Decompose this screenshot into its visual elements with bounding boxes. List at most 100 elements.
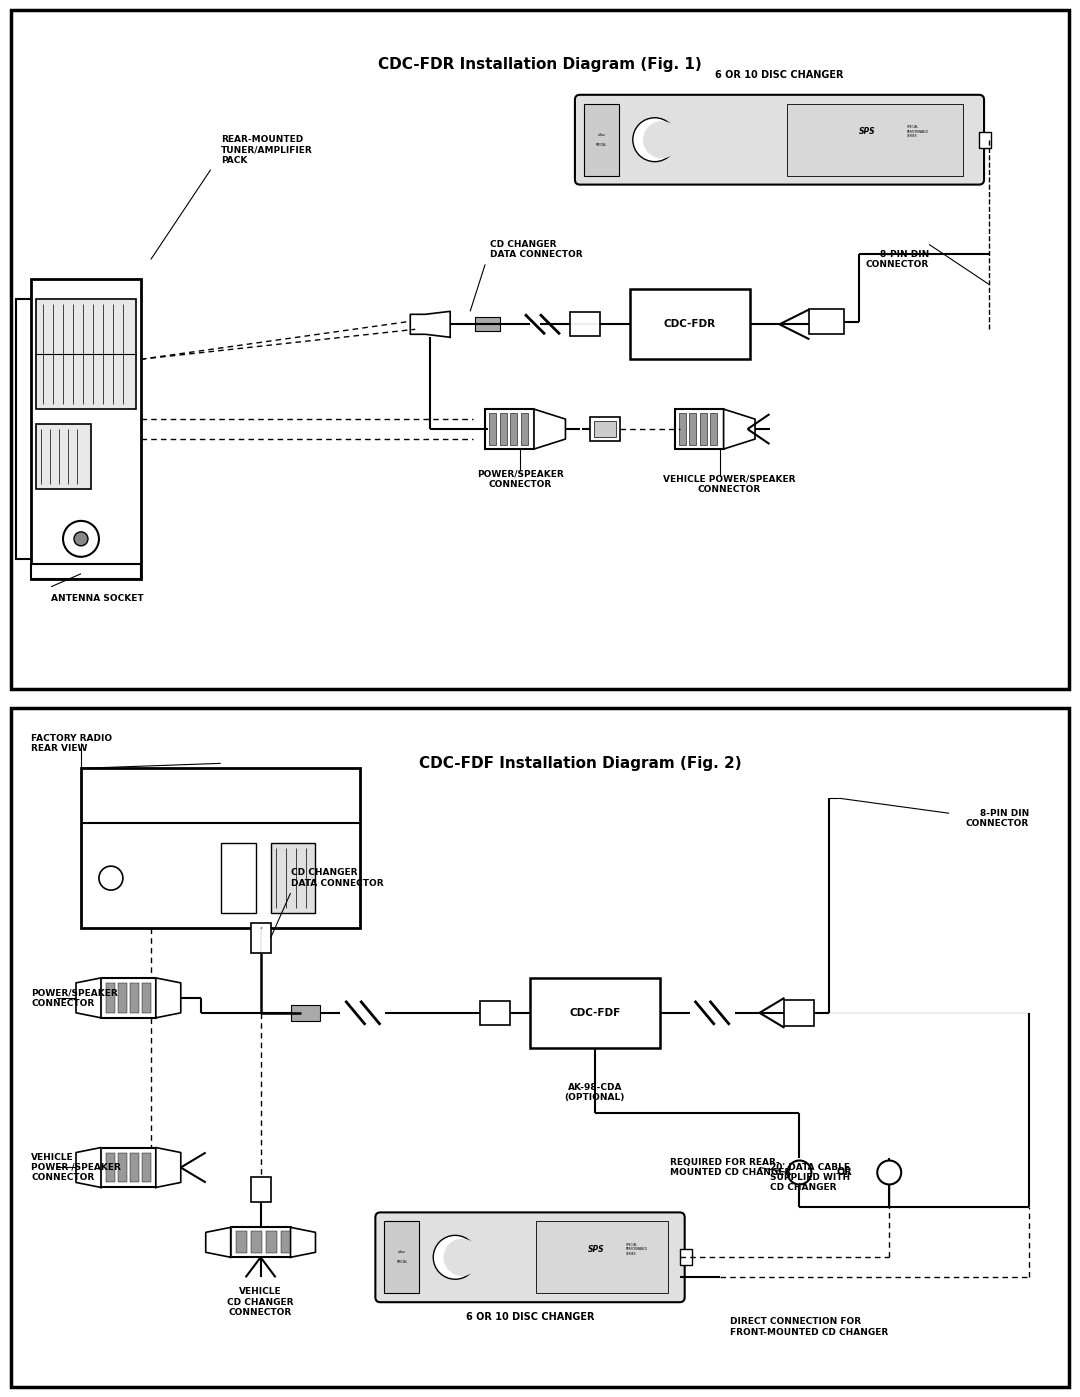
Bar [220,844,256,914]
Bar [485,409,534,448]
Text: SPECIAL
PERFORMANCE
SERIES: SPECIAL PERFORMANCE SERIES [907,126,929,138]
Circle shape [75,532,87,546]
Circle shape [787,1161,811,1185]
Bar [291,1004,321,1021]
Text: CD CHANGER
DATA CONNECTOR: CD CHANGER DATA CONNECTOR [291,869,383,888]
Polygon shape [205,1228,231,1257]
Bar [570,313,599,337]
Bar [510,414,517,446]
Polygon shape [76,1147,100,1187]
Bar [630,289,750,359]
Circle shape [877,1161,901,1185]
Bar [281,1231,292,1253]
Bar [416,317,441,331]
Circle shape [643,122,680,158]
Text: CDC-FDF Installation Diagram (Fig. 2): CDC-FDF Installation Diagram (Fig. 2) [419,756,741,771]
FancyBboxPatch shape [575,95,984,184]
Text: CDC-FDF: CDC-FDF [569,1007,621,1018]
Bar [700,414,706,446]
Bar [689,414,697,446]
Bar [521,414,527,446]
Circle shape [633,117,677,162]
FancyBboxPatch shape [376,1213,685,1302]
Text: VEHICLE
POWER /SPEAKER
CONNECTOR: VEHICLE POWER /SPEAKER CONNECTOR [31,1153,121,1182]
Bar [118,983,126,1013]
Bar [711,414,717,446]
Text: 20' DATA CABLE
SUPPLIED WITH
CD CHANGER: 20' DATA CABLE SUPPLIED WITH CD CHANGER [770,1162,850,1193]
Text: REQUIRED FOR REAR-
MOUNTED CD CHANGER: REQUIRED FOR REAR- MOUNTED CD CHANGER [670,1158,791,1178]
Text: disc: disc [598,133,606,137]
Text: 6 OR 10 DISC CHANGER: 6 OR 10 DISC CHANGER [715,70,843,80]
Circle shape [433,1235,477,1280]
Circle shape [444,1239,481,1275]
Text: CDC-FDR Installation Diagram (Fig. 1): CDC-FDR Installation Diagram (Fig. 1) [378,57,702,73]
Text: POWER/SPEAKER
CONNECTOR: POWER/SPEAKER CONNECTOR [31,988,118,1007]
Bar [590,418,620,441]
Bar [106,983,114,1013]
Bar [106,1153,114,1182]
Polygon shape [410,312,450,337]
Circle shape [99,866,123,890]
Circle shape [63,521,99,557]
Text: CD CHANGER
DATA CONNECTOR: CD CHANGER DATA CONNECTOR [490,240,583,260]
Bar [475,317,500,331]
Polygon shape [724,409,755,448]
Bar [118,1153,126,1182]
Bar [130,1153,139,1182]
Bar [481,1000,510,1025]
Text: OR: OR [837,1168,852,1178]
Text: SPECIAL: SPECIAL [596,142,607,147]
Bar [784,1000,814,1025]
Text: SPECIAL: SPECIAL [396,1260,408,1264]
Polygon shape [156,1147,180,1187]
Bar [141,983,151,1013]
Polygon shape [76,978,100,1018]
Text: FACTORY RADIO
REAR VIEW: FACTORY RADIO REAR VIEW [31,733,112,753]
Bar [231,1228,291,1257]
Bar [100,978,156,1018]
Text: CDC-FDR: CDC-FDR [663,320,716,330]
Text: 6 OR 10 DISC CHANGER: 6 OR 10 DISC CHANGER [465,1312,594,1322]
Bar [31,564,140,578]
Polygon shape [534,409,566,448]
Text: AK-98-CDA
(OPTIONAL): AK-98-CDA (OPTIONAL) [565,1083,625,1102]
Bar [678,414,686,446]
Text: disc: disc [399,1250,406,1255]
Bar [271,844,315,914]
Bar [266,1231,276,1253]
Text: REAR-MOUNTED
TUNER/AMPLIFIER
PACK: REAR-MOUNTED TUNER/AMPLIFIER PACK [220,134,312,165]
Bar [251,923,271,953]
Bar [16,299,35,559]
Bar [130,983,139,1013]
Text: VEHICLE
CD CHANGER
CONNECTOR: VEHICLE CD CHANGER CONNECTOR [228,1287,294,1317]
Bar [500,414,507,446]
Bar [235,1231,246,1253]
Text: SPS: SPS [588,1245,604,1255]
Bar [809,309,845,334]
Bar [251,1178,271,1203]
Bar [980,131,991,148]
Bar [787,103,963,176]
Bar [81,768,361,928]
Text: ANTENNA SOCKET: ANTENNA SOCKET [51,594,144,604]
Bar [584,103,619,176]
Bar [141,1153,151,1182]
Bar [31,279,140,578]
Text: 8-PIN DIN
CONNECTOR: 8-PIN DIN CONNECTOR [966,809,1029,828]
Bar [679,1249,691,1266]
Bar [36,425,91,489]
Text: POWER/SPEAKER
CONNECTOR: POWER/SPEAKER CONNECTOR [476,469,564,489]
Bar [530,978,660,1048]
Bar [536,1221,667,1294]
Bar [489,414,496,446]
Text: DIRECT CONNECTION FOR
FRONT-MOUNTED CD CHANGER: DIRECT CONNECTION FOR FRONT-MOUNTED CD C… [730,1317,888,1337]
Bar [36,299,136,409]
Text: VEHICLE POWER/SPEAKER
CONNECTOR: VEHICLE POWER/SPEAKER CONNECTOR [663,474,796,493]
Text: SPS: SPS [859,127,876,137]
Bar [100,1147,156,1187]
Bar [251,1231,261,1253]
Bar [384,1221,419,1294]
Text: SPECIAL
PERFORMANCE
SERIES: SPECIAL PERFORMANCE SERIES [625,1243,648,1256]
Bar [675,409,724,448]
Polygon shape [156,978,180,1018]
